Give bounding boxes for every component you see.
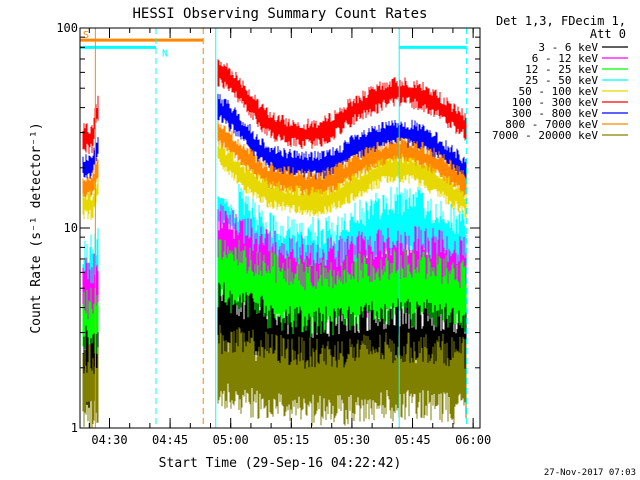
series-band-800-7000kev [82,121,467,203]
legend-label: 7000 - 20000 keV [492,129,598,142]
series-band-7000-20000kev [82,324,467,428]
legend-label: 25 - 50 keV [525,74,598,87]
timestamp-footer: 27-Nov-2017 07:03 [544,468,636,478]
x-tick-label: 05:30 [334,433,370,447]
y-axis-label: Count Rate (s⁻¹ detector⁻¹) [29,122,44,333]
y-tick-label: 100 [56,21,78,35]
series-band-12-25kev [82,239,467,375]
x-tick-label: 04:45 [152,433,188,447]
series-noise [82,239,467,375]
series-noise [82,121,467,203]
y-tick-label: 10 [64,221,78,235]
series-band-50-100kev [82,142,467,221]
legend-label: 300 - 800 keV [512,107,598,120]
flag-label-s: S [83,30,89,41]
series-band-100-300kev [82,59,467,154]
legend-label: 6 - 12 keV [532,52,599,65]
series-noise [82,142,467,221]
chart-title: HESSI Observing Summary Count Rates [132,6,427,22]
legend-label: 100 - 300 keV [512,96,598,109]
legend-header-line-2: Att 0 [590,27,626,41]
x-tick-label: 05:00 [213,433,249,447]
x-tick-label: 05:45 [394,433,430,447]
legend-header-line-1: Det 1,3, FDecim 1, [496,14,626,28]
x-axis-label: Start Time (29-Sep-16 04:22:42) [159,456,402,471]
y-tick-label: 1 [71,421,78,435]
flag-label-n: N [162,48,168,59]
legend-label: 3 - 6 keV [538,41,598,54]
x-tick-label: 05:15 [273,433,309,447]
legend-label: 12 - 25 keV [525,63,598,76]
legend-label: 800 - 7000 keV [505,118,598,131]
legend-label: 50 - 100 keV [519,85,599,98]
series-noise [82,324,467,428]
series-noise [82,59,467,154]
x-tick-label: 06:00 [455,433,491,447]
x-tick-label: 04:30 [91,433,127,447]
